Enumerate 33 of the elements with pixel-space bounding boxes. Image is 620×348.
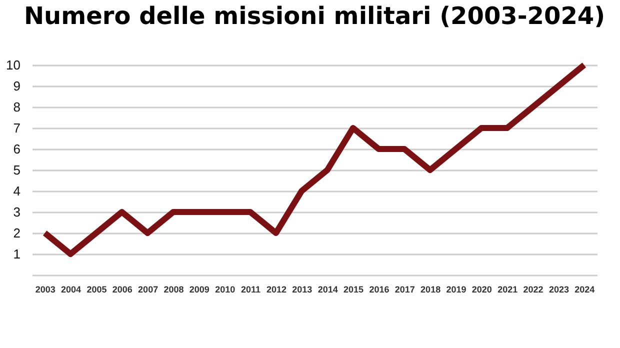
y-tick-label: 3 [13, 204, 20, 220]
chart-title: Numero delle missioni militari (2003-2024) [24, 2, 606, 30]
x-tick-label: 2004 [61, 284, 82, 294]
x-tick-label: 2015 [344, 284, 364, 294]
x-tick-label: 2017 [394, 284, 415, 294]
x-tick-label: 2003 [35, 284, 56, 294]
y-tick-label: 1 [13, 246, 20, 262]
x-tick-label: 2022 [523, 284, 544, 294]
x-tick-label: 2020 [472, 284, 492, 294]
x-tick-label: 2023 [548, 284, 569, 294]
x-tick-label: 2011 [241, 284, 261, 294]
x-tick-label: 2021 [498, 284, 518, 294]
x-tick-label: 2012 [266, 284, 286, 294]
y-tick-label: 4 [13, 184, 20, 198]
x-tick-label: 2024 [574, 284, 595, 294]
x-tick-label: 2006 [112, 284, 132, 294]
y-tick-label: 2 [13, 226, 20, 240]
y-tick-label: 10 [6, 58, 20, 72]
x-tick-label: 2018 [420, 284, 441, 294]
x-tick-label: 2005 [86, 284, 107, 294]
y-tick-label: 5 [13, 162, 20, 178]
x-tick-label: 2007 [138, 284, 158, 294]
x-tick-label: 2010 [215, 284, 236, 294]
y-tick-label: 9 [13, 78, 20, 94]
x-tick-label: 2014 [318, 284, 338, 294]
y-tick-label: 6 [13, 142, 20, 156]
x-tick-label: 2009 [189, 284, 210, 294]
x-tick-label: 2013 [292, 284, 312, 294]
y-tick-label: 8 [13, 100, 20, 114]
x-tick-label: 2019 [446, 284, 466, 294]
x-tick-label: 2016 [369, 284, 390, 294]
y-tick-label: 7 [13, 120, 20, 136]
x-tick-label: 2008 [164, 284, 184, 294]
